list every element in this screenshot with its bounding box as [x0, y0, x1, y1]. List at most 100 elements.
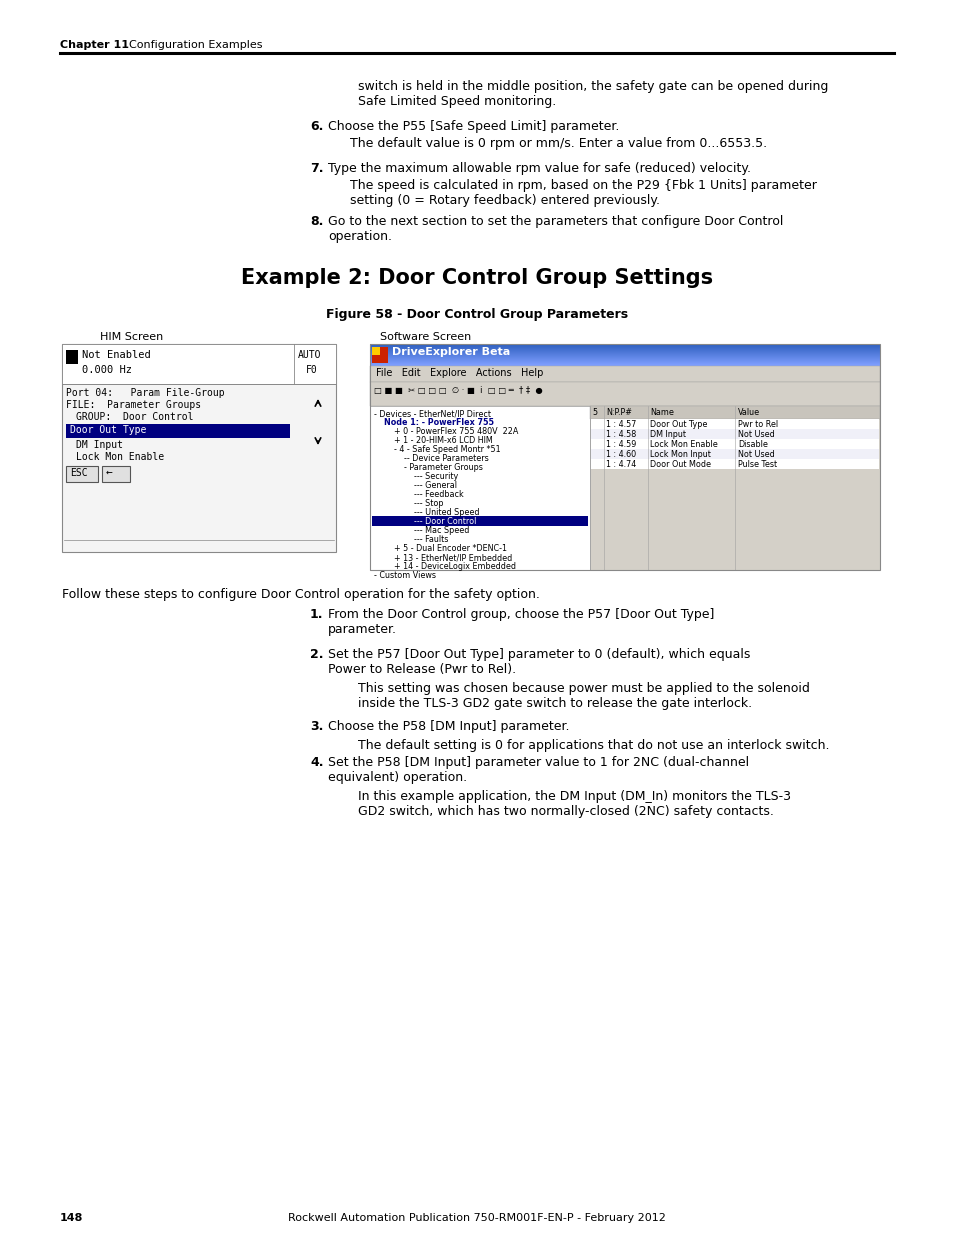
- Text: 1 : 4.60: 1 : 4.60: [605, 450, 636, 459]
- Bar: [370, 366, 879, 382]
- Bar: [66, 424, 290, 438]
- Text: Follow these steps to configure Door Control operation for the safety option.: Follow these steps to configure Door Con…: [62, 588, 539, 601]
- Text: The speed is calculated in rpm, based on the P29 {Fbk 1 Units] parameter: The speed is calculated in rpm, based on…: [350, 179, 816, 191]
- Text: ESC: ESC: [70, 468, 88, 478]
- Bar: [590, 429, 878, 438]
- Text: N:P.P#: N:P.P#: [605, 408, 631, 417]
- Text: operation.: operation.: [328, 230, 392, 243]
- Text: Disable: Disable: [738, 440, 767, 450]
- Text: --- Faults: --- Faults: [414, 535, 448, 543]
- Text: Choose the P58 [DM Input] parameter.: Choose the P58 [DM Input] parameter.: [328, 720, 569, 734]
- Text: 5: 5: [592, 408, 597, 417]
- Text: □ ■ ■  ✂ □ □ □  ∅ · ■  i  □ □ ═  † ‡  ●: □ ■ ■ ✂ □ □ □ ∅ · ■ i □ □ ═ † ‡ ●: [374, 387, 542, 395]
- Text: DM Input: DM Input: [76, 440, 123, 450]
- Bar: [370, 382, 879, 406]
- Text: Value: Value: [738, 408, 760, 417]
- Text: 6.: 6.: [310, 120, 323, 133]
- Text: 1 : 4.58: 1 : 4.58: [605, 430, 636, 438]
- Text: DriveExplorer Beta: DriveExplorer Beta: [392, 347, 510, 357]
- Text: + 1 - 20-HIM-x6 LCD HIM: + 1 - 20-HIM-x6 LCD HIM: [394, 436, 493, 445]
- Text: Figure 58 - Door Control Group Parameters: Figure 58 - Door Control Group Parameter…: [326, 308, 627, 321]
- Text: 4.: 4.: [310, 756, 323, 769]
- Text: Pwr to Rel: Pwr to Rel: [738, 420, 778, 429]
- Text: + 0 - PowerFlex 755 480V  22A: + 0 - PowerFlex 755 480V 22A: [394, 427, 517, 436]
- Text: --- Door Control: --- Door Control: [414, 517, 476, 526]
- Text: 1 : 4.74: 1 : 4.74: [605, 459, 636, 469]
- Bar: [590, 438, 878, 450]
- Text: In this example application, the DM Input (DM_In) monitors the TLS-3: In this example application, the DM Inpu…: [357, 790, 790, 803]
- Text: Door Out Type: Door Out Type: [70, 425, 146, 435]
- Text: Not Used: Not Used: [738, 450, 774, 459]
- Bar: [370, 406, 879, 571]
- Bar: [372, 347, 379, 354]
- Text: Rockwell Automation Publication 750-RM001F-EN-P - February 2012: Rockwell Automation Publication 750-RM00…: [288, 1213, 665, 1223]
- Text: 148: 148: [60, 1213, 83, 1223]
- Text: 0.000 Hz: 0.000 Hz: [82, 366, 132, 375]
- Text: + 13 - EtherNet/IP Embedded: + 13 - EtherNet/IP Embedded: [394, 553, 512, 562]
- Bar: [62, 345, 335, 384]
- Text: 1 : 4.57: 1 : 4.57: [605, 420, 636, 429]
- Text: + 5 - Dual Encoder *DENC-1: + 5 - Dual Encoder *DENC-1: [394, 543, 506, 553]
- Text: Configuration Examples: Configuration Examples: [115, 40, 262, 49]
- Bar: [102, 466, 130, 482]
- Text: --- United Speed: --- United Speed: [414, 508, 479, 517]
- Bar: [370, 406, 589, 571]
- Text: --- Security: --- Security: [414, 472, 457, 480]
- Text: Port 04:   Param File-Group: Port 04: Param File-Group: [66, 388, 224, 398]
- Text: The default value is 0 rpm or mm/s. Enter a value from 0...6553.5.: The default value is 0 rpm or mm/s. Ente…: [350, 137, 766, 149]
- Bar: [66, 350, 78, 364]
- Text: Door Out Mode: Door Out Mode: [649, 459, 710, 469]
- Text: Door Out Type: Door Out Type: [649, 420, 706, 429]
- Text: --- Mac Speed: --- Mac Speed: [414, 526, 469, 535]
- Bar: [66, 466, 98, 482]
- Text: - Devices - EtherNet/IP Direct: - Devices - EtherNet/IP Direct: [374, 409, 491, 417]
- Text: Lock Mon Enable: Lock Mon Enable: [76, 452, 164, 462]
- Text: ←: ←: [106, 468, 112, 478]
- Bar: [590, 419, 878, 429]
- Text: parameter.: parameter.: [328, 622, 396, 636]
- Text: Type the maximum allowable rpm value for safe (reduced) velocity.: Type the maximum allowable rpm value for…: [328, 162, 750, 175]
- Bar: [62, 345, 335, 552]
- Text: This setting was chosen because power must be applied to the solenoid: This setting was chosen because power mu…: [357, 682, 809, 695]
- Text: Power to Release (Pwr to Rel).: Power to Release (Pwr to Rel).: [328, 663, 516, 676]
- Text: - 4 - Safe Speed Montr *51: - 4 - Safe Speed Montr *51: [394, 445, 500, 454]
- Text: 2.: 2.: [310, 648, 323, 661]
- Text: setting (0 = Rotary feedback) entered previously.: setting (0 = Rotary feedback) entered pr…: [350, 194, 659, 207]
- Text: F0: F0: [306, 366, 317, 375]
- Text: Node 1: - PowerFlex 755: Node 1: - PowerFlex 755: [384, 417, 494, 427]
- Text: --- Stop: --- Stop: [414, 499, 443, 508]
- Bar: [370, 345, 879, 571]
- Text: Lock Mon Enable: Lock Mon Enable: [649, 440, 717, 450]
- Text: - Custom Views: - Custom Views: [374, 571, 436, 580]
- Text: File   Edit   Explore   Actions   Help: File Edit Explore Actions Help: [375, 368, 543, 378]
- Text: -- Device Parameters: -- Device Parameters: [403, 454, 488, 463]
- Text: --- General: --- General: [414, 480, 456, 490]
- Text: Lock Mon Input: Lock Mon Input: [649, 450, 710, 459]
- Text: Not Enabled: Not Enabled: [82, 350, 151, 359]
- Text: The default setting is 0 for applications that do not use an interlock switch.: The default setting is 0 for application…: [357, 739, 828, 752]
- Text: AUTO: AUTO: [297, 350, 321, 359]
- Bar: [372, 516, 587, 526]
- Text: 3.: 3.: [310, 720, 323, 734]
- Text: Choose the P55 [Safe Speed Limit] parameter.: Choose the P55 [Safe Speed Limit] parame…: [328, 120, 618, 133]
- Text: Example 2: Door Control Group Settings: Example 2: Door Control Group Settings: [241, 268, 712, 288]
- Text: Software Screen: Software Screen: [379, 332, 471, 342]
- Text: 8.: 8.: [310, 215, 323, 228]
- Text: --- Feedback: --- Feedback: [414, 490, 463, 499]
- Text: 7.: 7.: [310, 162, 323, 175]
- Bar: [590, 459, 878, 469]
- Text: 1 : 4.59: 1 : 4.59: [605, 440, 636, 450]
- Text: equivalent) operation.: equivalent) operation.: [328, 771, 467, 784]
- Text: Not Used: Not Used: [738, 430, 774, 438]
- Bar: [589, 406, 879, 419]
- Text: Set the P57 [Door Out Type] parameter to 0 (default), which equals: Set the P57 [Door Out Type] parameter to…: [328, 648, 750, 661]
- Text: Name: Name: [649, 408, 673, 417]
- Bar: [590, 450, 878, 459]
- Text: HIM Screen: HIM Screen: [100, 332, 163, 342]
- Text: Go to the next section to set the parameters that configure Door Control: Go to the next section to set the parame…: [328, 215, 782, 228]
- Text: From the Door Control group, choose the P57 [Door Out Type]: From the Door Control group, choose the …: [328, 608, 714, 621]
- Text: switch is held in the middle position, the safety gate can be opened during: switch is held in the middle position, t…: [357, 80, 827, 93]
- Bar: [372, 347, 388, 363]
- Text: Set the P58 [DM Input] parameter value to 1 for 2NC (dual-channel: Set the P58 [DM Input] parameter value t…: [328, 756, 748, 769]
- Text: 1.: 1.: [310, 608, 323, 621]
